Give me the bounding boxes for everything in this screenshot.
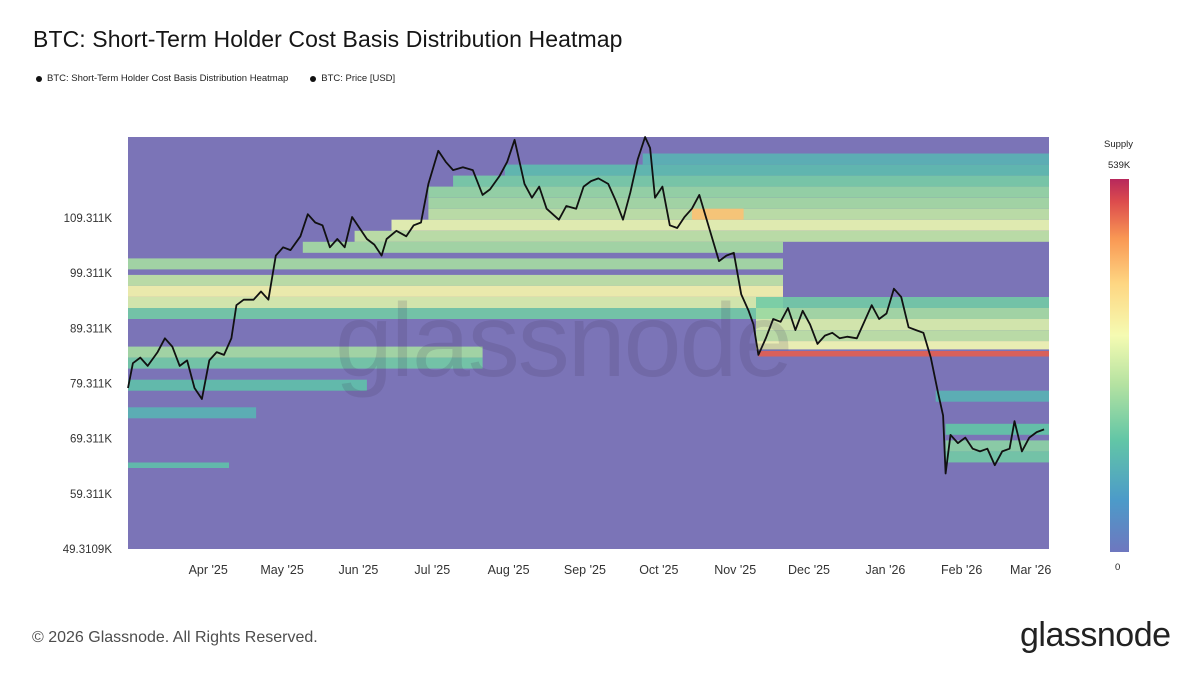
colorbar-min-label: 0: [1115, 562, 1121, 573]
x-tick-label-2: Jun '25: [338, 563, 378, 577]
x-tick-label-9: Jan '26: [865, 563, 905, 577]
heatmap-band-19: [691, 208, 744, 220]
heatmap-band-14: [428, 197, 1049, 209]
brand-logo[interactable]: glassnode: [1020, 616, 1171, 654]
heatmap-band-16: [453, 175, 1050, 187]
y-tick-label-0: 49.3109K: [63, 544, 113, 556]
legend-label-price: BTC: Price [USD]: [321, 73, 396, 84]
heatmap-band-29: [945, 451, 1049, 463]
y-axis: 49.3109K 59.311K 69.311K 79.311K 89.311K 99.3…: [63, 213, 113, 556]
y-tick-label-2: 69.311K: [70, 434, 112, 446]
x-axis: Apr '25 May '25 Jun '25 Jul '25 Aug '25 Sep '…: [189, 563, 1052, 577]
heatmap-band-7: [128, 379, 367, 391]
x-tick-label-4: Aug '25: [488, 563, 530, 577]
x-tick-label-11: Mar '26: [1010, 563, 1051, 577]
heatmap-band-11: [354, 230, 1050, 242]
heatmap-band-4: [128, 308, 783, 319]
heatmap-band-27: [945, 423, 1049, 435]
x-tick-label-0: Apr '25: [189, 563, 228, 577]
heatmap-band-0: [128, 258, 783, 270]
y-tick-label-6: 109.311K: [64, 213, 113, 225]
price-series: [127, 136, 1045, 475]
legend-item-price[interactable]: BTC: Price [USD]: [310, 73, 395, 84]
heatmap-band-22: [756, 319, 1049, 330]
x-tick-label-1: May '25: [260, 563, 303, 577]
y-tick-label-5: 99.311K: [70, 268, 112, 280]
heatmap-band-5: [128, 346, 483, 358]
heatmap-band-2: [128, 285, 783, 297]
colorbar-title: Supply: [1104, 139, 1134, 150]
heatmap-band-8: [128, 407, 257, 419]
heatmap-band-26: [935, 390, 1049, 402]
heatmap-band-25: [758, 351, 1049, 357]
heatmap-band-1: [128, 274, 783, 286]
legend-item-heatmap[interactable]: BTC: Short-Term Holder Cost Basis Distri…: [36, 73, 288, 84]
y-tick-label-4: 89.311K: [70, 323, 112, 335]
y-tick-label-3: 79.311K: [70, 379, 112, 391]
heatmap-band-24: [756, 341, 1049, 350]
heatmap-band-12: [391, 219, 1049, 231]
legend: BTC: Short-Term Holder Cost Basis Distri…: [36, 73, 395, 84]
copyright-text: © 2026 Glassnode. All Rights Reserved.: [32, 629, 318, 646]
heatmap-band-21: [756, 308, 1049, 319]
x-tick-label-5: Sep '25: [564, 563, 606, 577]
heatmap-bands: [128, 153, 1050, 468]
heatmap-band-23: [756, 330, 1049, 342]
x-tick-label-7: Nov '25: [714, 563, 756, 577]
colorbar-max-label: 539K: [1108, 160, 1131, 171]
legend-label-heatmap: BTC: Short-Term Holder Cost Basis Distri…: [47, 73, 289, 84]
heatmap-band-10: [302, 241, 783, 253]
price-line[interactable]: [127, 136, 1045, 475]
x-tick-label-3: Jul '25: [414, 563, 450, 577]
heatmap-band-17: [504, 164, 1049, 176]
heatmap-band-6: [128, 357, 483, 369]
x-tick-label-10: Feb '26: [941, 563, 982, 577]
x-tick-label-8: Dec '25: [788, 563, 830, 577]
y-tick-label-1: 59.311K: [70, 489, 112, 501]
heatmap-band-28: [945, 440, 1049, 452]
heatmap-band-15: [428, 186, 1049, 198]
heatmap-band-18: [642, 153, 1049, 165]
chart-title: BTC: Short-Term Holder Cost Basis Distri…: [33, 26, 623, 52]
legend-marker-heatmap: [36, 75, 42, 82]
heatmap-band-9: [128, 462, 229, 468]
x-tick-label-6: Oct '25: [639, 563, 678, 577]
legend-marker-price: [310, 75, 317, 82]
heatmap-band-3: [128, 297, 783, 308]
colorbar: [1110, 179, 1129, 552]
